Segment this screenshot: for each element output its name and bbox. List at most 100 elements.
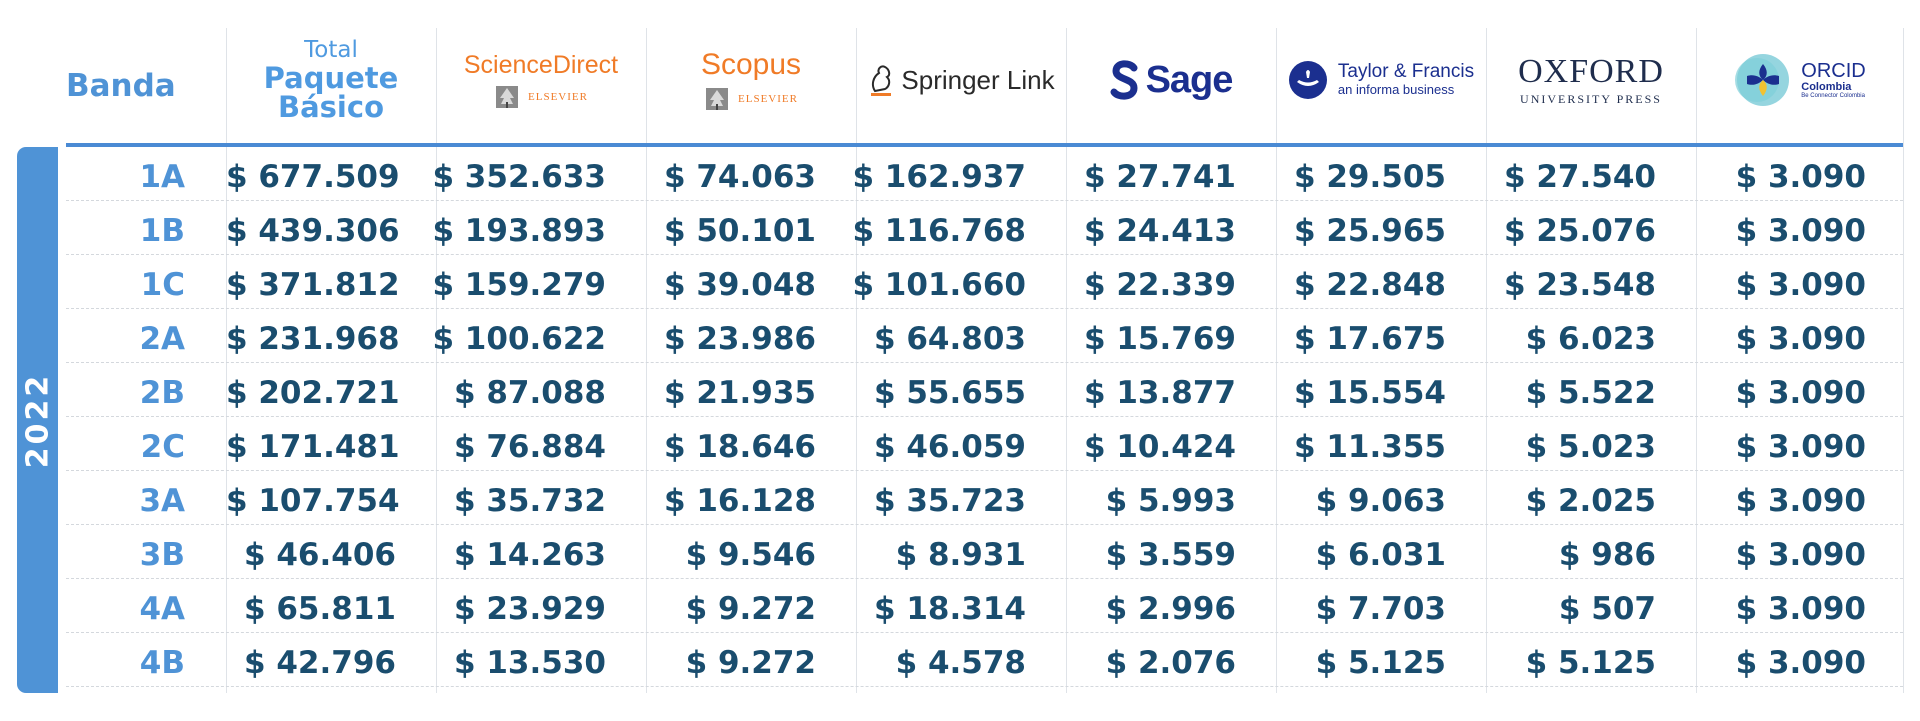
table-row: 2C $ 171.481 $ 76.884 $ 18.646 $ 46.059 $ 10.… bbox=[66, 417, 1903, 471]
price-cell: $ 50.101 bbox=[664, 213, 816, 249]
price-cell: $ 9.272 bbox=[685, 591, 816, 627]
price-cell: $ 5.125 bbox=[1315, 645, 1446, 681]
band-cell: 2A bbox=[139, 321, 185, 357]
price-cell: $ 21.935 bbox=[664, 375, 816, 411]
band-cell: 1B bbox=[139, 213, 185, 249]
price-cell: $ 27.540 bbox=[1504, 159, 1656, 195]
elsevier-label: ELSEVIER bbox=[528, 90, 588, 103]
springer-link-logo: Springer Link bbox=[856, 24, 1066, 136]
price-cell: $ 42.796 bbox=[244, 645, 396, 681]
orcid-tagline: Be Connector Colombia bbox=[1801, 93, 1865, 100]
price-cell: $ 18.646 bbox=[664, 429, 816, 465]
price-cell: $ 3.090 bbox=[1735, 645, 1866, 681]
table-row: 4A $ 65.811 $ 23.929 $ 9.272 $ 18.314 $ 2.996… bbox=[66, 579, 1903, 633]
price-cell: $ 9.546 bbox=[685, 537, 816, 573]
band-cell: 3A bbox=[139, 483, 185, 519]
year-label-bar: 2022 bbox=[17, 147, 58, 693]
price-cell: $ 3.090 bbox=[1735, 429, 1866, 465]
price-cell: $ 76.884 bbox=[454, 429, 606, 465]
taylor-francis-name: Taylor & Francis bbox=[1337, 61, 1475, 83]
price-cell: $ 2.025 bbox=[1525, 483, 1656, 519]
price-cell: $ 22.339 bbox=[1084, 267, 1236, 303]
price-cell: $ 171.481 bbox=[226, 429, 400, 465]
price-cell: $ 65.811 bbox=[244, 591, 396, 627]
price-cell: $ 15.554 bbox=[1294, 375, 1446, 411]
banda-header: Banda bbox=[66, 68, 176, 104]
table-row: 1A $ 677.509 $ 352.633 $ 74.063 $ 162.937 $ 2… bbox=[66, 147, 1903, 201]
price-cell: $ 3.090 bbox=[1735, 159, 1866, 195]
price-cell: $ 24.413 bbox=[1084, 213, 1236, 249]
table-row: 3A $ 107.754 $ 35.732 $ 16.128 $ 35.723 $ 5.9… bbox=[66, 471, 1903, 525]
price-cell: $ 202.721 bbox=[226, 375, 400, 411]
price-cell: $ 8.931 bbox=[895, 537, 1026, 573]
price-cell: $ 9.272 bbox=[685, 645, 816, 681]
total-label: Total bbox=[304, 36, 358, 63]
table-row: 1C $ 371.812 $ 159.279 $ 39.048 $ 101.660 $ 2… bbox=[66, 255, 1903, 309]
price-cell: $ 23.548 bbox=[1504, 267, 1656, 303]
year-label: 2022 bbox=[20, 372, 55, 468]
column-separator bbox=[1276, 28, 1277, 693]
price-cell: $ 2.996 bbox=[1105, 591, 1236, 627]
column-separator bbox=[226, 28, 227, 693]
price-cell: $ 371.812 bbox=[226, 267, 400, 303]
price-cell: $ 23.986 bbox=[664, 321, 816, 357]
table-row: 2B $ 202.721 $ 87.088 $ 21.935 $ 55.655 $ 13.… bbox=[66, 363, 1903, 417]
column-separator bbox=[1696, 28, 1697, 693]
orcid-country: Colombia bbox=[1801, 80, 1852, 93]
price-cell: $ 3.090 bbox=[1735, 267, 1866, 303]
price-cell: $ 74.063 bbox=[664, 159, 816, 195]
price-cell: $ 162.937 bbox=[852, 159, 1026, 195]
price-cell: $ 55.655 bbox=[874, 375, 1026, 411]
price-cell: $ 17.675 bbox=[1294, 321, 1446, 357]
price-cell: $ 3.090 bbox=[1735, 483, 1866, 519]
scopus-logo: Scopus ELSEVIER bbox=[646, 24, 856, 136]
band-cell: 3B bbox=[139, 537, 185, 573]
elsevier-label: ELSEVIER bbox=[738, 93, 798, 105]
price-cell: $ 15.769 bbox=[1084, 321, 1236, 357]
table-row: 4B $ 42.796 $ 13.530 $ 9.272 $ 4.578 $ 2.076 $… bbox=[66, 633, 1903, 687]
taylor-francis-tagline: an informa business bbox=[1337, 82, 1455, 98]
elsevier-tree-icon bbox=[496, 85, 519, 108]
oxford-name: OXFORD bbox=[1518, 53, 1664, 90]
orcid-flower-icon bbox=[1735, 54, 1790, 106]
band-cell: 4A bbox=[139, 591, 185, 627]
column-separator bbox=[436, 28, 437, 693]
price-cell: $ 677.509 bbox=[226, 159, 400, 195]
price-cell: $ 3.090 bbox=[1735, 537, 1866, 573]
price-cell: $ 14.263 bbox=[454, 537, 606, 573]
price-cell: $ 159.279 bbox=[432, 267, 606, 303]
price-cell: $ 64.803 bbox=[874, 321, 1026, 357]
sage-name: Sage bbox=[1145, 58, 1234, 101]
price-cell: $ 29.505 bbox=[1294, 159, 1446, 195]
price-cell: $ 6.031 bbox=[1315, 537, 1446, 573]
sage-s-icon bbox=[1110, 60, 1138, 100]
price-cell: $ 46.406 bbox=[244, 537, 396, 573]
price-cell: $ 23.929 bbox=[454, 591, 606, 627]
elsevier-tree-icon bbox=[706, 88, 729, 110]
price-cell: $ 39.048 bbox=[664, 267, 816, 303]
column-separator bbox=[1066, 28, 1067, 693]
band-cell: 4B bbox=[139, 645, 185, 681]
price-cell: $ 2.076 bbox=[1105, 645, 1236, 681]
price-cell: $ 352.633 bbox=[432, 159, 606, 195]
price-cell: $ 11.355 bbox=[1294, 429, 1446, 465]
price-cell: $ 507 bbox=[1558, 591, 1656, 627]
price-cell: $ 9.063 bbox=[1315, 483, 1446, 519]
price-cell: $ 439.306 bbox=[226, 213, 400, 249]
price-cell: $ 25.965 bbox=[1294, 213, 1446, 249]
springer-horse-icon bbox=[871, 65, 892, 96]
price-cell: $ 16.128 bbox=[664, 483, 816, 519]
price-cell: $ 3.090 bbox=[1735, 591, 1866, 627]
price-cell: $ 5.522 bbox=[1525, 375, 1656, 411]
price-cell: $ 4.578 bbox=[895, 645, 1026, 681]
price-cell: $ 13.877 bbox=[1084, 375, 1236, 411]
oxford-subtitle: UNIVERSITY PRESS bbox=[1520, 92, 1662, 106]
header-divider bbox=[66, 143, 1903, 147]
price-cell: $ 87.088 bbox=[454, 375, 606, 411]
price-cell: $ 6.023 bbox=[1525, 321, 1656, 357]
price-cell: $ 35.732 bbox=[454, 483, 606, 519]
price-cell: $ 22.848 bbox=[1294, 267, 1446, 303]
price-cell: $ 5.993 bbox=[1105, 483, 1236, 519]
price-cell: $ 27.741 bbox=[1084, 159, 1236, 195]
column-separator bbox=[1903, 28, 1904, 693]
